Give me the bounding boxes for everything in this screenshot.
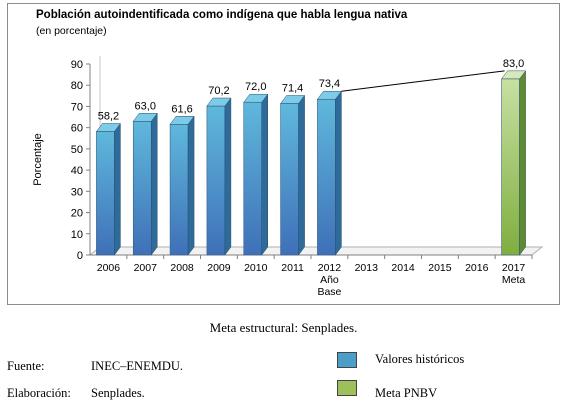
x-tick-sublabel: Meta: [502, 274, 526, 286]
x-tick-label: 2009: [207, 262, 231, 274]
caption: Meta estructural: Senplades.: [209, 320, 358, 335]
bar-side: [187, 115, 195, 256]
bar-side: [114, 122, 121, 256]
y-tick-label: 20: [71, 208, 83, 220]
x-tick-label: 2012: [318, 262, 342, 274]
elaboration-value: Senplades.: [91, 386, 145, 400]
bar: [243, 101, 263, 256]
legend-label-goal: Meta PNBV: [375, 386, 438, 400]
bar: [206, 105, 226, 256]
x-tick-label: 2006: [97, 262, 121, 274]
x-tick-label: 2014: [391, 262, 415, 274]
y-tick-label: 10: [71, 229, 83, 241]
bar-top: [280, 95, 306, 104]
bar-top: [206, 97, 232, 107]
bar-side: [224, 97, 232, 256]
bar: [169, 123, 189, 256]
trend-line: [341, 70, 505, 92]
x-tick-sublabel: Base: [317, 286, 341, 298]
bar-side: [151, 112, 158, 256]
bar-chart: 0 10 20 30 40 50 60 70 80 90 Porcentaje 2006 58,2 200…: [32, 56, 544, 298]
bar-side: [298, 94, 305, 256]
x-tick-label: 2017: [502, 262, 526, 274]
bar-top: [243, 93, 269, 103]
data-label: 72,0: [245, 81, 266, 93]
data-label: 58,2: [98, 110, 119, 122]
source-label: Fuente:: [7, 359, 45, 373]
x-tick-label: 2008: [170, 262, 194, 274]
x-tick-label: 2015: [428, 262, 452, 274]
bar: [96, 131, 115, 256]
legend-swatch-historic: [337, 352, 357, 368]
y-tick-label: 0: [77, 250, 83, 262]
x-tick-label: 2013: [355, 262, 379, 274]
x-tick-sublabel: Año: [320, 274, 339, 286]
y-tick-label: 60: [71, 123, 83, 135]
y-tick-label: 30: [71, 186, 83, 198]
chart-subtitle: (en porcentaje): [36, 25, 107, 37]
y-tick-label: 70: [71, 101, 83, 113]
chart-floor: [88, 246, 544, 256]
bar: [501, 78, 520, 256]
chart-title: Población autoindentificada como indígen…: [36, 9, 408, 21]
x-tick-label: 2010: [244, 262, 268, 274]
x-tick-label: 2016: [465, 262, 489, 274]
bar-top: [169, 116, 195, 125]
data-label: 71,4: [282, 82, 303, 94]
data-label: 73,4: [319, 78, 340, 90]
bar-side: [261, 93, 268, 256]
y-tick-label: 50: [71, 144, 83, 156]
y-tick-label: 40: [71, 165, 83, 177]
bar-top: [501, 70, 527, 80]
bar-side: [335, 90, 342, 256]
bar-top: [95, 123, 121, 132]
y-axis-label: Porcentaje: [32, 133, 44, 186]
data-label: 63,0: [135, 100, 156, 112]
bar: [317, 98, 336, 256]
bar: [280, 103, 299, 256]
source-value: INEC–ENEMDU.: [91, 359, 184, 373]
y-tick-label: 80: [71, 80, 83, 92]
bar: [132, 121, 152, 256]
legend-swatch-goal: [337, 380, 357, 396]
bar-side: [519, 70, 526, 256]
elaboration-label: Elaboración:: [7, 386, 71, 400]
data-label: 70,2: [208, 85, 229, 97]
x-tick-label: 2011: [281, 262, 304, 274]
y-tick-label: 90: [71, 59, 83, 71]
x-tick-label: 2007: [134, 262, 158, 274]
legend-label-historic: Valores históricos: [375, 352, 465, 366]
data-label: 83,0: [503, 58, 524, 70]
bar-top: [132, 113, 158, 122]
data-label: 61,6: [171, 103, 192, 115]
